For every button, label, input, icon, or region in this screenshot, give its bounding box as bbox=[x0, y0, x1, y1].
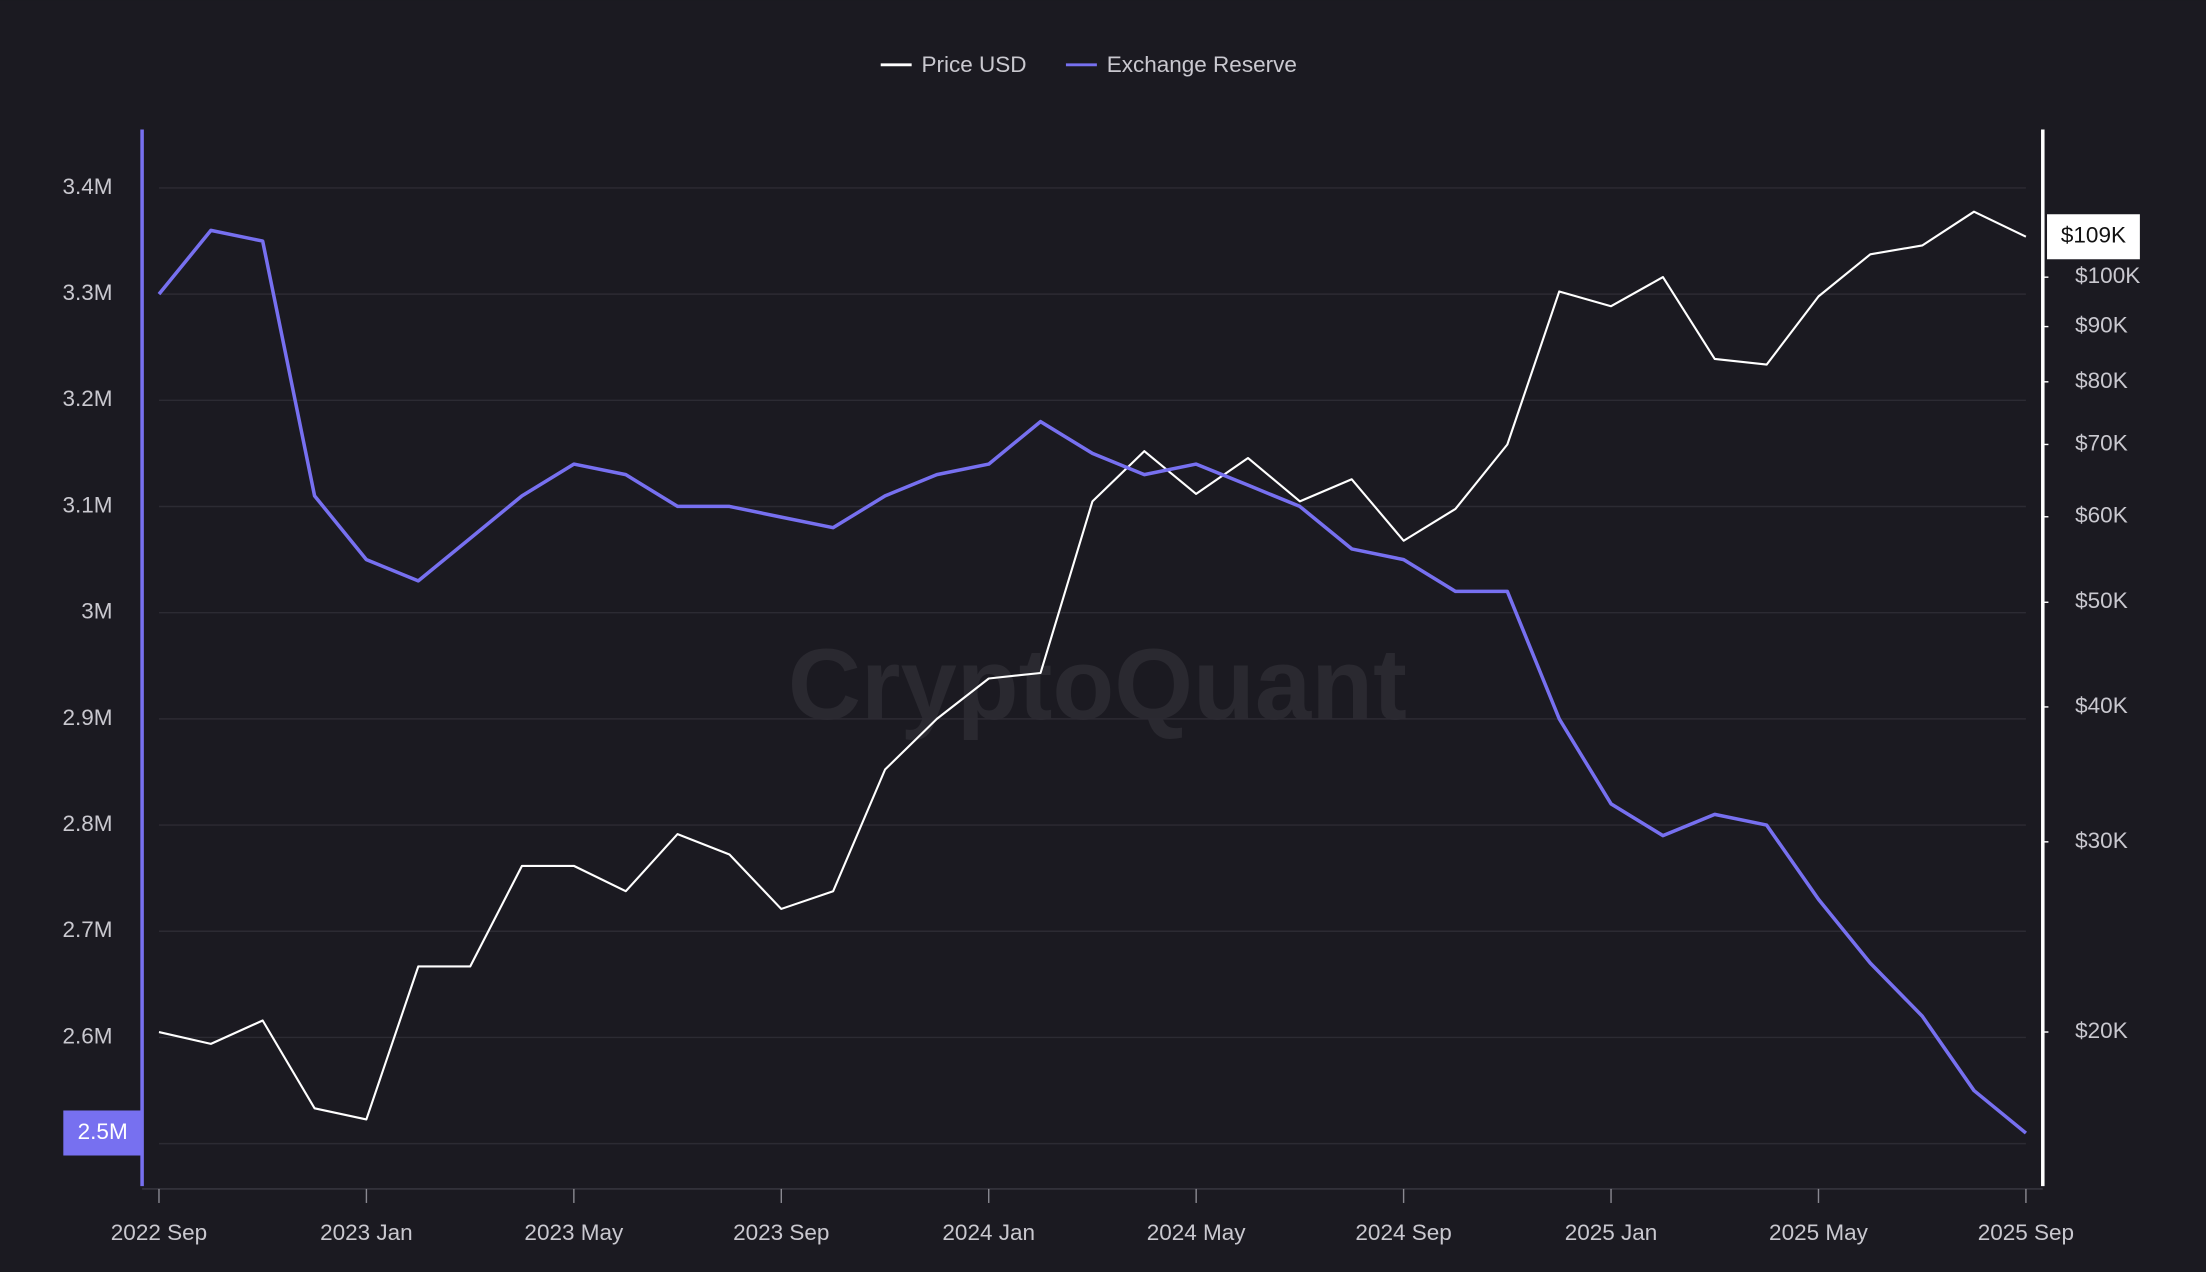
y-tick-label: 3.4M bbox=[63, 174, 113, 199]
x-tick-label: 2025 Sep bbox=[1978, 1220, 2074, 1245]
y-tick-label: 2.9M bbox=[63, 705, 113, 730]
y2-tick-label: $20K bbox=[2075, 1018, 2128, 1043]
series-line bbox=[158, 210, 2027, 1121]
y2-tick-label: $50K bbox=[2075, 588, 2128, 613]
legend: Price USD Exchange Reserve bbox=[880, 52, 1297, 77]
watermark: CryptoQuant bbox=[788, 628, 1407, 741]
x-tick-label: 2025 May bbox=[1769, 1220, 1869, 1245]
y-tick-label: 3.2M bbox=[63, 386, 113, 411]
y-tick-label: 2.7M bbox=[63, 917, 113, 942]
y2-tick-label: $70K bbox=[2075, 430, 2128, 455]
series-line bbox=[157, 228, 2028, 1135]
price-tag-box bbox=[2047, 214, 2140, 260]
x-tick-label: 2022 Sep bbox=[111, 1220, 207, 1245]
x-tick-label: 2024 Jan bbox=[942, 1220, 1035, 1245]
x-tick-label: 2023 Sep bbox=[733, 1220, 829, 1245]
legend-label: Exchange Reserve bbox=[1107, 52, 1297, 77]
x-tick-label: 2024 Sep bbox=[1355, 1220, 1451, 1245]
x-tick-label: 2023 May bbox=[524, 1220, 624, 1245]
x-tick-label: 2025 Jan bbox=[1565, 1220, 1658, 1245]
reserve-tag: 2.5M bbox=[78, 1119, 128, 1144]
y-tick-label: 2.6M bbox=[63, 1023, 113, 1048]
y2-tick-label: $40K bbox=[2075, 693, 2128, 718]
y2-tick-label: $90K bbox=[2075, 313, 2128, 338]
y-tick-label: 3.3M bbox=[63, 280, 113, 305]
y-tick-label: 2.8M bbox=[63, 811, 113, 836]
y2-tick-label: $80K bbox=[2075, 368, 2128, 393]
y-tick-label: 3.1M bbox=[63, 492, 113, 517]
x-tick-label: 2024 May bbox=[1147, 1220, 1247, 1245]
legend-label: Price USD bbox=[922, 52, 1027, 77]
y2-tick-label: $30K bbox=[2075, 828, 2128, 853]
y-tick-label: 3M bbox=[81, 599, 112, 624]
x-tick-label: 2023 Jan bbox=[320, 1220, 413, 1245]
y2-tick-label: $100K bbox=[2075, 263, 2140, 288]
y2-tick-label: $60K bbox=[2075, 503, 2128, 528]
reserve-tag-box bbox=[63, 1110, 143, 1156]
price-tag: $109K bbox=[2061, 223, 2126, 248]
